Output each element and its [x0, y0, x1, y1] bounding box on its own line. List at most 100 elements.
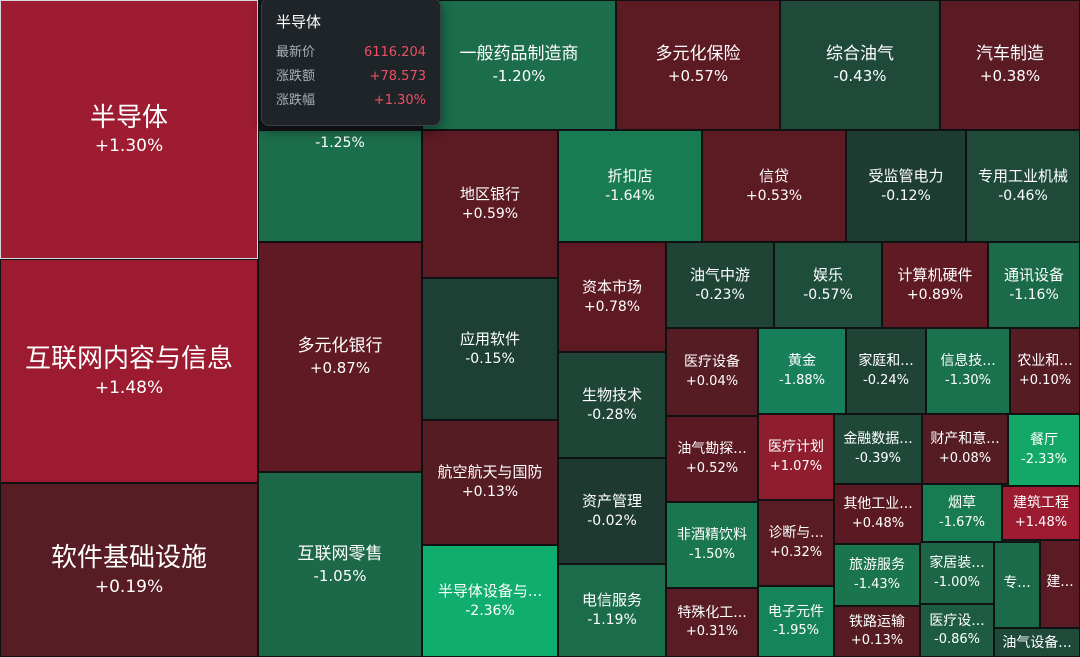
heatmap-tile[interactable]: 诊断与... +0.32% — [758, 500, 834, 586]
heatmap-tile[interactable]: 医疗设备 +0.04% — [666, 328, 758, 416]
heatmap-tile[interactable]: 烟草 -1.67% — [922, 484, 1002, 542]
tile-change-percent: +0.57% — [667, 67, 729, 86]
heatmap-tile[interactable]: 应用软件 -0.15% — [422, 278, 558, 420]
heatmap-tile[interactable]: 生物技术 -0.28% — [558, 352, 666, 458]
heatmap-tile[interactable]: 专... — [994, 542, 1040, 628]
tile-change-percent: +0.10% — [1018, 372, 1072, 388]
heatmap-tile[interactable]: 医疗设... -0.86% — [920, 604, 994, 657]
heatmap-tile[interactable]: 半导体 +1.30% — [0, 0, 258, 259]
tile-industry-name: 医疗计划 — [768, 439, 824, 456]
tile-industry-name: 航空航天与国防 — [437, 463, 543, 482]
tile-industry-name: 半导体 — [89, 102, 168, 133]
tile-change-percent: -0.57% — [803, 286, 853, 303]
heatmap-tile[interactable]: 旅游服务 -1.43% — [834, 544, 920, 606]
tile-change-percent: -1.88% — [779, 372, 825, 388]
tile-change-percent: -1.19% — [587, 612, 637, 629]
heatmap-tile[interactable]: 家庭和... -0.24% — [846, 328, 926, 414]
tile-industry-name: 医疗设... — [929, 612, 985, 629]
heatmap-tile[interactable]: 通讯设备 -1.16% — [988, 242, 1080, 328]
tile-change-percent: +0.52% — [685, 460, 739, 476]
tooltip-row-change-amount: 涨跌额 +78.573 — [276, 65, 426, 89]
heatmap-tile[interactable]: 建筑工程 +1.48% — [1002, 486, 1080, 540]
heatmap-tile[interactable]: 铁路运输 +0.13% — [834, 606, 920, 657]
heatmap-tile[interactable]: 油气设备... — [994, 628, 1080, 657]
heatmap-tile[interactable]: 油气勘探... +0.52% — [666, 416, 758, 502]
tile-industry-name: 资本市场 — [581, 277, 642, 296]
heatmap-tile[interactable]: 信息技... -1.30% — [926, 328, 1010, 414]
heatmap-tile[interactable]: 航空航天与国防 +0.13% — [422, 420, 558, 545]
heatmap-tile[interactable]: 综合油气 -0.43% — [780, 0, 940, 130]
heatmap-tile[interactable]: 专用工业机械 -0.46% — [966, 130, 1080, 242]
tooltip-row-price: 最新价 6116.204 — [276, 41, 426, 65]
tile-industry-name: 油气中游 — [689, 265, 750, 284]
tile-industry-name: 资产管理 — [581, 491, 642, 510]
tile-industry-name: 计算机硬件 — [897, 265, 973, 284]
heatmap-tile[interactable]: 娱乐 -0.57% — [774, 242, 882, 328]
tile-change-percent: -2.33% — [1021, 451, 1067, 467]
tile-change-percent: -0.86% — [934, 632, 980, 648]
heatmap-tile[interactable]: 金融数据... -0.39% — [834, 414, 922, 484]
tile-change-percent: -0.23% — [695, 286, 745, 303]
heatmap-tile[interactable]: 非酒精饮料 -1.50% — [666, 502, 758, 588]
heatmap-tile[interactable]: 餐厅 -2.33% — [1008, 414, 1080, 486]
tooltip-row-change-percent: 涨跌幅 +1.30% — [276, 89, 426, 113]
tile-change-percent: -0.15% — [465, 350, 515, 367]
heatmap-tile[interactable]: 电信服务 -1.19% — [558, 564, 666, 657]
tile-industry-name: 通讯设备 — [1003, 265, 1064, 284]
heatmap-tile[interactable]: 其他工业... +0.48% — [834, 484, 922, 544]
tile-industry-name: 多元化保险 — [655, 44, 741, 64]
tile-change-percent: +0.19% — [94, 576, 164, 597]
tile-industry-name: 多元化银行 — [297, 336, 383, 356]
tile-industry-name: 家居装... — [929, 555, 985, 572]
heatmap-tile[interactable]: 建... — [1040, 540, 1080, 628]
heatmap-tile[interactable]: 财产和意... +0.08% — [922, 414, 1008, 484]
heatmap-tile[interactable]: 计算机硬件 +0.89% — [882, 242, 988, 328]
tile-industry-name: 专用工业机械 — [977, 166, 1068, 185]
heatmap-tile[interactable]: 折扣店 -1.64% — [558, 130, 702, 242]
tile-change-percent: +0.48% — [851, 515, 905, 531]
heatmap-tile[interactable]: 资本市场 +0.78% — [558, 242, 666, 352]
heatmap-tile[interactable]: 医疗计划 +1.07% — [758, 414, 834, 500]
tile-change-percent: +0.53% — [745, 187, 803, 204]
tile-change-percent: +0.13% — [850, 633, 904, 649]
heatmap-tile[interactable]: 特殊化工... +0.31% — [666, 588, 758, 657]
heatmap-tile[interactable]: -1.25% — [258, 130, 422, 242]
heatmap-tile[interactable]: 农业和... +0.10% — [1010, 328, 1080, 414]
heatmap-tile[interactable]: 油气中游 -0.23% — [666, 242, 774, 328]
heatmap-tile[interactable]: 互联网零售 -1.05% — [258, 472, 422, 657]
heatmap-tile[interactable]: 多元化银行 +0.87% — [258, 242, 422, 472]
tile-industry-name: 娱乐 — [812, 265, 843, 284]
tile-change-percent: +1.30% — [94, 136, 164, 157]
tile-change-percent: -1.95% — [773, 623, 819, 639]
heatmap-tile[interactable]: 电子元件 -1.95% — [758, 586, 834, 657]
heatmap-tile[interactable]: 半导体设备与... -2.36% — [422, 545, 558, 657]
tile-change-percent: -1.64% — [605, 187, 655, 204]
tile-industry-name: 财产和意... — [930, 431, 1000, 448]
heatmap-tile[interactable]: 一般药品制造商 -1.20% — [422, 0, 616, 130]
heatmap-tile[interactable]: 黄金 -1.88% — [758, 328, 846, 414]
tile-change-percent: -1.00% — [934, 574, 980, 590]
tile-change-percent: +0.31% — [685, 624, 739, 640]
tile-industry-name: 互联网零售 — [297, 543, 383, 564]
tile-industry-name: 软件基础设施 — [50, 543, 207, 574]
heatmap-tile[interactable]: 地区银行 +0.59% — [422, 130, 558, 278]
heatmap-tile[interactable]: 信贷 +0.53% — [702, 130, 846, 242]
tile-change-percent: -1.20% — [492, 67, 546, 86]
tile-industry-name: 汽车制造 — [976, 44, 1044, 64]
heatmap-tile[interactable]: 家居装... -1.00% — [920, 542, 994, 604]
tile-change-percent: -0.28% — [587, 406, 637, 423]
tile-industry-name: 建... — [1046, 574, 1074, 591]
tile-industry-name: 电子元件 — [768, 603, 824, 620]
tile-change-percent: +1.48% — [1014, 514, 1068, 530]
tile-change-percent: +0.04% — [685, 373, 739, 389]
tile-industry-name: 信息技... — [940, 353, 996, 370]
heatmap-tile[interactable]: 软件基础设施 +0.19% — [0, 483, 258, 657]
heatmap-tile[interactable]: 受监管电力 -0.12% — [846, 130, 966, 242]
tile-change-percent: -1.25% — [315, 135, 365, 151]
heatmap-tile[interactable]: 资产管理 -0.02% — [558, 458, 666, 564]
heatmap-tile[interactable]: 汽车制造 +0.38% — [940, 0, 1080, 130]
heatmap-tile[interactable]: 互联网内容与信息 +1.48% — [0, 259, 258, 483]
heatmap-tile[interactable]: 多元化保险 +0.57% — [616, 0, 780, 130]
tile-change-percent: -0.46% — [998, 187, 1048, 204]
tile-industry-name: 餐厅 — [1030, 432, 1058, 449]
